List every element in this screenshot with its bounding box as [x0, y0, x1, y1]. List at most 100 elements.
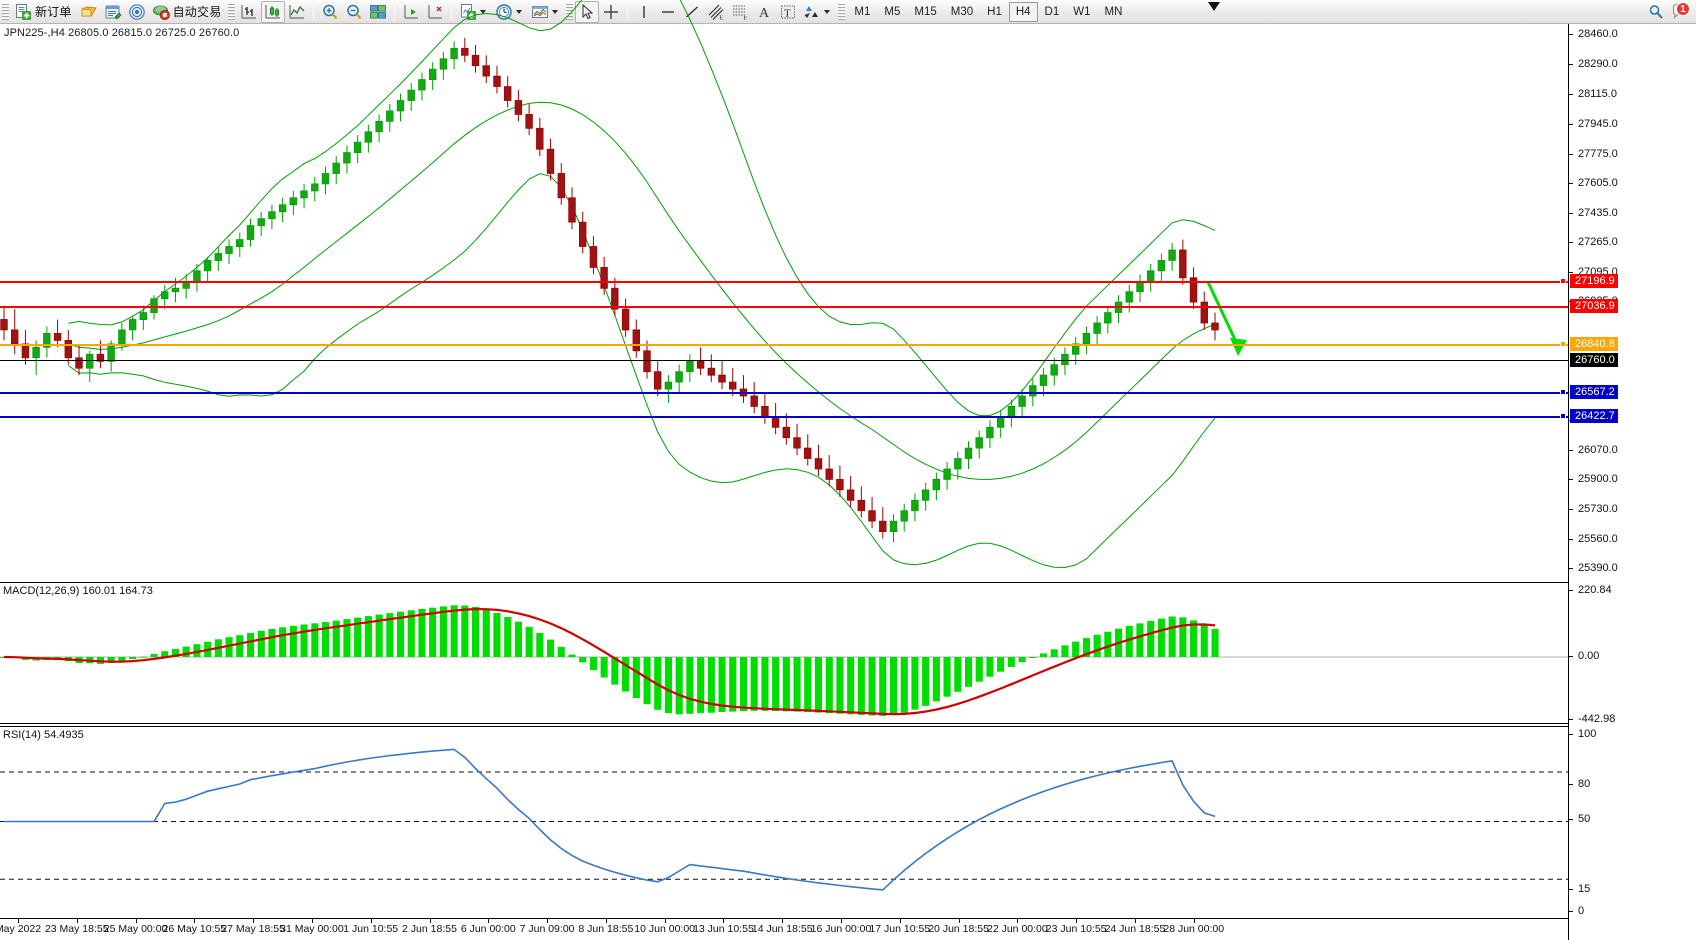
level-line-resistance-2[interactable] [0, 306, 1568, 308]
level-line-support-1[interactable] [0, 392, 1568, 394]
timeframe-m5[interactable]: M5 [884, 5, 901, 18]
arrows-dropdown-caret[interactable] [824, 9, 831, 14]
text-tool-button[interactable]: A [752, 1, 776, 23]
chart-shift-icon [426, 3, 444, 21]
price-axis-tick: 28460.0 [1569, 28, 1618, 40]
toolbar-grip-3[interactable] [566, 2, 574, 21]
signals-radar-icon [128, 3, 146, 21]
time-axis-label: May 2022 [0, 923, 42, 935]
price-axis-tick: 28290.0 [1569, 58, 1618, 70]
price-axis[interactable]: 27196.9 27036.9 26840.8 26760.0 26567.2 … [1568, 24, 1696, 940]
zoom-out-button[interactable] [342, 1, 366, 23]
rsi-axis-tick: 50 [1569, 813, 1590, 825]
arrows-symbols-icon [803, 3, 821, 21]
time-axis-label: 26 May 10:55 [162, 923, 227, 935]
arrows-tool-button[interactable] [800, 1, 836, 23]
price-label-current: 26760.0 [1570, 353, 1618, 367]
level-line-support-2[interactable] [0, 416, 1568, 418]
toolbar-grip-4[interactable] [838, 2, 846, 21]
candlestick-chart-icon [264, 3, 282, 21]
time-axis-tick [547, 919, 549, 923]
new-chart-dropdown-caret[interactable] [480, 9, 487, 14]
bollinger-upper-band [68, 0, 1216, 417]
auto-trading-button[interactable]: 自动交易 [149, 1, 227, 23]
time-axis-label: 31 May 00:00 [280, 923, 344, 935]
crosshair-tool-button[interactable] [599, 1, 623, 23]
rsi-axis-tick: 80 [1569, 778, 1590, 790]
horizontal-line-tool-button[interactable] [656, 1, 680, 23]
trendline-tool-button[interactable] [680, 1, 704, 23]
level-line-resistance-1[interactable] [0, 281, 1568, 283]
svg-text:F: F [744, 16, 748, 21]
fibonacci-tool-button[interactable]: F [728, 1, 752, 23]
macd-panel[interactable]: MACD(12,26,9) 160.01 164.73 [0, 582, 1568, 724]
level-handle-pivot[interactable] [1560, 341, 1566, 347]
level-line-pivot[interactable] [0, 344, 1568, 346]
expert-advisor-button[interactable] [77, 1, 101, 23]
price-axis-tick: 27775.0 [1569, 148, 1618, 160]
toolbar-grip-2[interactable] [228, 2, 236, 21]
period-button[interactable] [492, 1, 528, 23]
level-handle-support-2[interactable] [1560, 413, 1566, 419]
chart-grid-button[interactable] [366, 1, 390, 23]
templates-button[interactable] [528, 1, 564, 23]
templates-dropdown-caret[interactable] [552, 9, 559, 14]
cursor-tool-button[interactable] [575, 0, 600, 23]
notifications-button[interactable]: 1 [1668, 1, 1690, 21]
price-axis-tick: 25900.0 [1569, 473, 1618, 485]
macd-axis-tick: 0.00 [1569, 650, 1599, 662]
period-dropdown-caret[interactable] [516, 9, 523, 14]
time-axis-label: 17 Jun 10:55 [869, 923, 931, 935]
candlestick-chart-button[interactable] [261, 0, 286, 23]
timeframe-m1[interactable]: M1 [854, 5, 871, 18]
time-axis-tick [18, 919, 19, 923]
auto-scroll-button[interactable] [399, 1, 423, 23]
zoom-in-button[interactable] [318, 1, 342, 23]
line-chart-button[interactable] [285, 1, 309, 23]
time-axis-label: 8 Jun 18:55 [578, 923, 634, 935]
level-handle-support-1[interactable] [1560, 389, 1566, 395]
text-label-tool-button[interactable]: T [776, 1, 800, 23]
time-axis-tick [1017, 919, 1019, 923]
new-order-button[interactable]: 新订单 [11, 1, 77, 23]
current-price-line [0, 360, 1568, 361]
time-axis-label: 7 Jun 09:00 [519, 923, 575, 935]
time-axis-tick [370, 919, 372, 923]
timeframe-w1[interactable]: W1 [1073, 5, 1091, 18]
new-chart-button[interactable] [456, 1, 492, 23]
vertical-line-tool-button[interactable] [632, 1, 656, 23]
horizontal-line-icon [659, 3, 677, 21]
bollinger-middle-band [68, 101, 1216, 480]
auto-scroll-icon [402, 3, 420, 21]
timeframe-h4[interactable]: H4 [1008, 1, 1038, 22]
rsi-axis-tick: 100 [1569, 728, 1596, 740]
equidistant-channel-tool-button[interactable]: E [704, 1, 728, 23]
time-axis-label: 23 May 18:55 [44, 923, 109, 935]
search-button[interactable] [1644, 1, 1668, 23]
time-axis-tick [958, 919, 960, 923]
time-axis-label: 13 Jun 10:55 [693, 923, 754, 935]
price-panel[interactable] [0, 0, 1568, 582]
fibonacci-retracement-icon: F [731, 3, 749, 22]
timeframe-h1[interactable]: H1 [987, 5, 1002, 18]
chart-shift-button[interactable] [423, 1, 447, 23]
timeframe-m15[interactable]: M15 [914, 5, 937, 18]
time-axis-label: 1 Jun 10:55 [343, 923, 399, 935]
time-axis-tick [311, 919, 313, 923]
time-axis-label: 6 Jun 00:00 [460, 923, 516, 935]
metaeditor-button[interactable] [101, 1, 125, 23]
timeframe-m30[interactable]: M30 [950, 5, 974, 18]
rsi-panel[interactable]: RSI(14) 54.4935 [0, 726, 1568, 918]
bar-chart-button[interactable] [237, 1, 261, 23]
level-handle-resistance-1[interactable] [1560, 278, 1566, 284]
toolbar-grip[interactable] [2, 2, 9, 21]
timeframe-d1[interactable]: D1 [1044, 5, 1060, 18]
time-axis-tick [253, 919, 255, 923]
signals-button[interactable] [125, 1, 149, 23]
toolbar-separator-3 [451, 2, 453, 21]
timeframe-mn[interactable]: MN [1104, 5, 1123, 18]
price-axis-tick: 25560.0 [1569, 533, 1618, 545]
rsi-indicator-label: RSI(14) 54.4935 [3, 729, 84, 741]
macd-signal-line [3, 607, 1216, 716]
